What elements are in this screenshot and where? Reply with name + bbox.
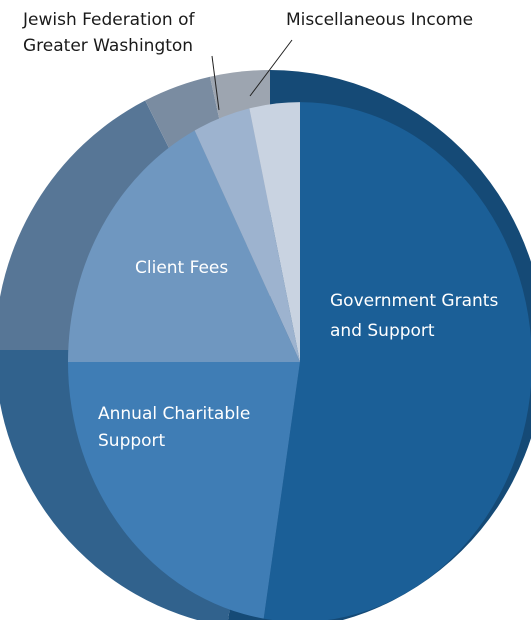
pie-slice-jewish-federation-of-greater-washington bbox=[194, 108, 300, 362]
leader-line-jewish-federation-of-greater-washington bbox=[211, 55, 220, 111]
leader-line-miscellaneous-income bbox=[249, 39, 293, 97]
slice-labels: Government Grants and Support Annual Chari… bbox=[22, 10, 498, 451]
pie-slices bbox=[68, 102, 531, 620]
pie-slice-government-grants-and-support bbox=[263, 102, 531, 620]
slice-label-government-grants-and-support: Government Grants and Support bbox=[330, 291, 498, 341]
pie-slice-client-fees bbox=[68, 130, 300, 362]
pie-slice-annual-charitable-support bbox=[68, 362, 300, 619]
pie-slice-miscellaneous-income bbox=[249, 102, 300, 362]
slice-label-annual-charitable-support: Annual Charitable Support bbox=[98, 404, 250, 451]
leader-lines bbox=[211, 39, 293, 111]
slice-label-client-fees: Client Fees bbox=[135, 258, 228, 278]
slice-label-miscellaneous-income: Miscellaneous Income bbox=[286, 10, 473, 30]
slice-label-jewish-federation-of-greater-washington: Jewish Federation of Greater Washington bbox=[22, 10, 195, 56]
